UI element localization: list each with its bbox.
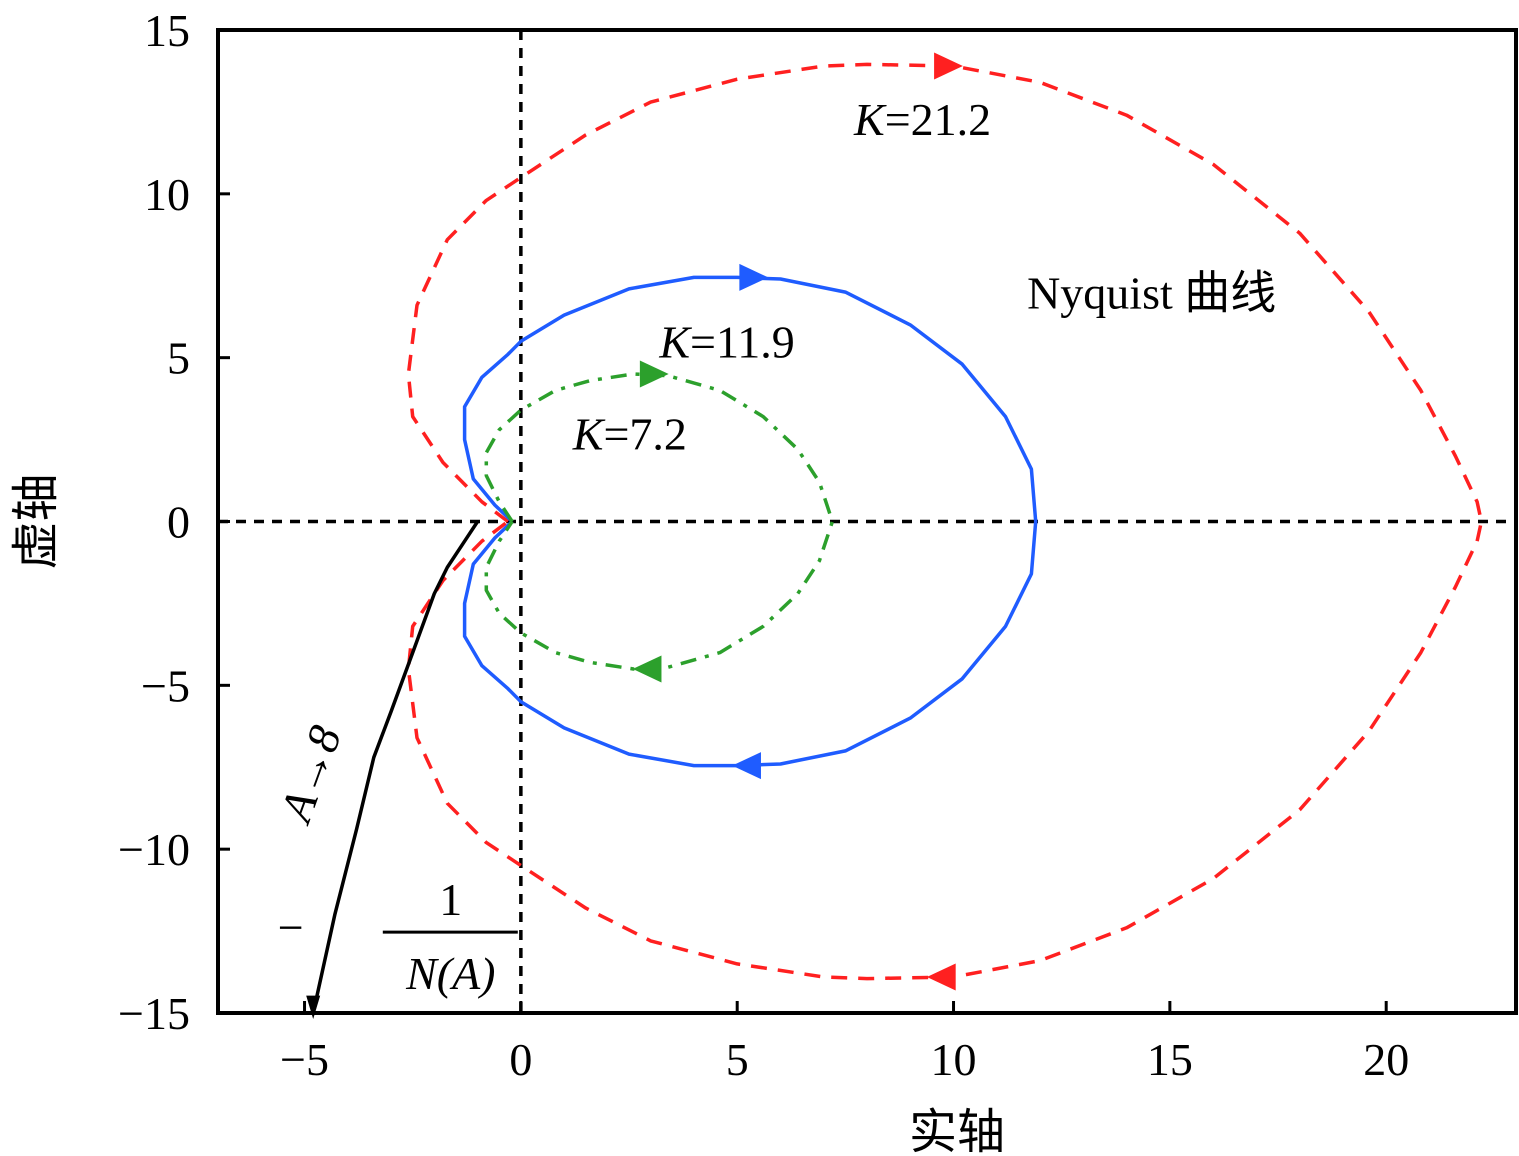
direction-arrow-icon xyxy=(926,963,956,991)
label-a-to-8: A→8 xyxy=(269,719,351,831)
label-minus-inverse-na: − 1 N(A) xyxy=(278,874,518,999)
y-tick-label: −5 xyxy=(141,660,190,711)
annotations: K=21.2 K=11.9 K=7.2 Nyquist 曲线 A→8 − 1 N… xyxy=(269,94,1276,999)
label-k-21-2-value: =21.2 xyxy=(885,94,991,145)
label-k-7-2-value: =7.2 xyxy=(603,408,686,459)
direction-arrow-icon xyxy=(732,752,761,780)
label-k-11-9-value: =11.9 xyxy=(690,317,795,368)
label-k-21-2: K=21.2 xyxy=(853,94,991,145)
label-k-11-9-k: K xyxy=(658,317,692,368)
arrow-layer xyxy=(306,52,963,1020)
fraction-denominator: N(A) xyxy=(405,948,495,999)
fraction-numerator: 1 xyxy=(439,874,462,925)
series-line-k-7-2 xyxy=(484,372,835,671)
label-k-7-2: K=7.2 xyxy=(572,408,687,459)
label-k-21-2-k: K xyxy=(853,94,887,145)
reference-lines xyxy=(218,30,1516,1013)
fraction-minus-sign: − xyxy=(278,902,304,953)
y-tick-label: 0 xyxy=(167,497,190,548)
label-k-7-2-k: K xyxy=(572,408,606,459)
x-axis-title: 实轴 xyxy=(909,1104,1005,1156)
y-axis-title: 虚轴 xyxy=(8,473,64,569)
label-nyquist: Nyquist 曲线 xyxy=(1027,268,1276,319)
x-tick-label: 10 xyxy=(931,1034,977,1085)
x-tick-label: 0 xyxy=(509,1034,532,1085)
series-layer xyxy=(311,62,1484,1014)
direction-arrow-icon xyxy=(739,263,769,291)
y-tick-label: −10 xyxy=(118,824,190,875)
x-tick-label: −5 xyxy=(280,1034,329,1085)
direction-arrow-icon xyxy=(306,995,321,1020)
axis-ticks xyxy=(218,192,1388,1013)
series-line-k-11-9 xyxy=(462,275,1038,768)
label-k-11-9: K=11.9 xyxy=(658,317,794,368)
series-line--1-n-a- xyxy=(311,520,480,1014)
y-tick-label: 5 xyxy=(167,333,190,384)
direction-arrow-icon xyxy=(934,52,963,80)
x-tick-label: 20 xyxy=(1363,1034,1409,1085)
y-tick-label: 15 xyxy=(144,5,190,56)
x-tick-label: 15 xyxy=(1147,1034,1193,1085)
series-line-k-21-2 xyxy=(406,62,1484,981)
x-tick-label: 5 xyxy=(726,1034,749,1085)
y-tick-label: 10 xyxy=(144,169,190,220)
direction-arrow-icon xyxy=(632,655,662,683)
direction-arrow-icon xyxy=(639,360,669,388)
tick-labels: −5 0 5 10 15 20 −15 −10 −5 0 5 10 15 xyxy=(118,5,1409,1085)
y-tick-label: −15 xyxy=(118,988,190,1039)
